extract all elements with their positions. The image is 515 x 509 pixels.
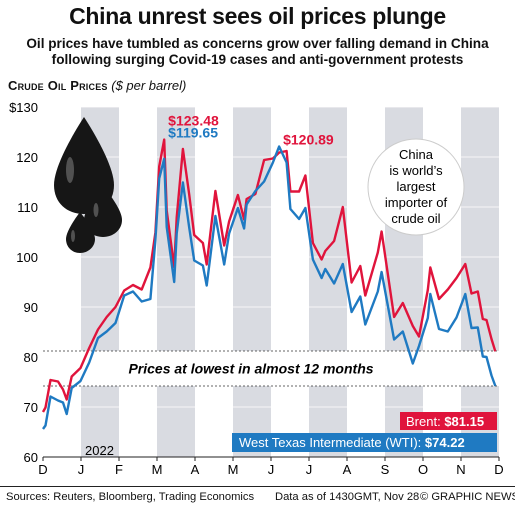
page-title: China unrest sees oil prices plunge [69,3,446,29]
wti-end-value: $74.22 [425,435,465,450]
month-band [233,107,271,457]
y-tick-label: 80 [24,350,38,365]
x-tick-label: A [191,462,200,477]
brent-end-box [400,412,497,430]
x-tick-label: M [152,462,163,477]
callout-line-4: importer of [385,195,448,210]
footer-as-of: Data as of 1430GMT, Nov 28 [275,491,420,503]
x-tick-label: F [115,462,123,477]
month-band [309,107,347,457]
y-tick-label: 90 [24,300,38,315]
callout-line-3: largest [396,179,435,194]
brent-series-line [41,138,497,413]
footer: Sources: Reuters, Bloomberg, Trading Eco… [0,486,515,509]
month-band [157,107,195,457]
brent-june-peak-label: $120.89 [283,132,334,148]
brent-end-label: Brent: $81.15 [400,412,497,430]
callout-line-2: is world’s [389,163,443,178]
y-tick-label: 60 [24,450,38,465]
svg-text:West Texas Intermediate (WTI):: West Texas Intermediate (WTI): $74.22 [239,435,465,450]
wti-end-name: West Texas Intermediate (WTI): [239,435,421,450]
y-tick-label: 120 [16,150,38,165]
chart-heading-label: Crude Oil Prices [8,78,108,93]
y-axis-labels: $130 120 110 100 90 80 70 60 [9,100,38,465]
y-tick-label: 100 [16,250,38,265]
x-tick-label: D [494,462,503,477]
brent-end-name: Brent: [406,414,441,429]
chart-heading-unit: ($ per barrel) [111,78,187,93]
lowest-price-band [43,351,499,386]
chart-heading: Crude Oil Prices ($ per barrel) [8,78,186,93]
footer-credit: © GRAPHIC NEWS [420,491,515,503]
oil-price-chart: $130 120 110 100 90 80 70 60 D J F M A M J J A S O N D Pric… [9,100,504,477]
wti-end-label: West Texas Intermediate (WTI): $74.22 [232,433,497,452]
x-tick-label: J [306,462,313,477]
x-tick-label: J [268,462,275,477]
page-subtitle: Oil prices have tumbled as concerns grow… [26,36,489,67]
x-tick-label: D [38,462,47,477]
lowest-price-text: Prices at lowest in almost 12 months [128,361,373,377]
x-tick-label: O [418,462,428,477]
china-callout: China is world’s largest importer of cru… [367,138,465,236]
x-tick-label: S [381,462,390,477]
callout-line-1: China [399,147,434,162]
x-tick-label: N [456,462,465,477]
x-tick-label: J [78,462,85,477]
svg-text:Brent: $81.15: Brent: $81.15 [406,414,484,429]
callout-line-5: crude oil [391,211,440,226]
wti-series-line [42,145,497,430]
droplets-icon [54,117,122,253]
brent-end-value: $81.15 [444,414,484,429]
wti-end-box [232,433,497,452]
y-tick-label: 70 [24,400,38,415]
month-band [461,107,499,457]
footer-sources: Sources: Reuters, Bloomberg, Trading Eco… [6,491,255,503]
brent-peak-label: $123.48 [168,113,219,129]
x-tick-label: A [343,462,352,477]
wti-peak-label: $119.65 [168,125,218,141]
x-tick-label: M [228,462,239,477]
y-tick-label: 110 [17,200,38,215]
y-tick-label: $130 [9,100,38,115]
year-label: 2022 [85,443,114,458]
